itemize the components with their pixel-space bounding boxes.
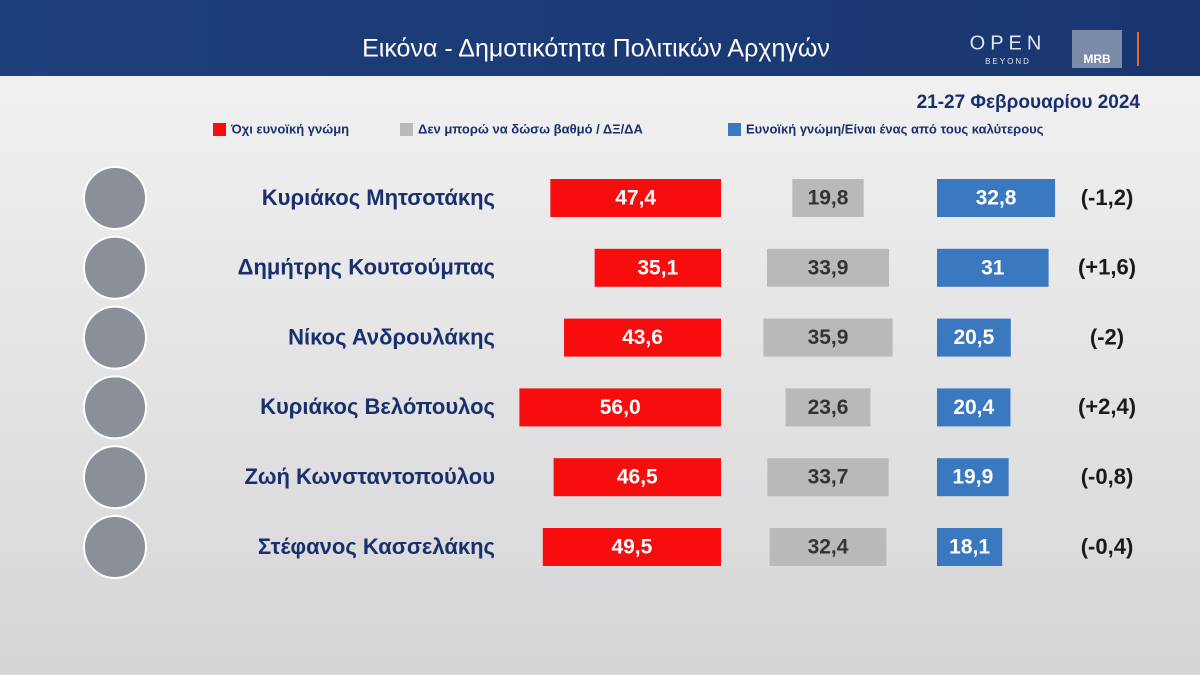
value-label: 46,5 [617,466,658,489]
value-label: 35,9 [808,326,849,349]
value-label: 32,8 [976,187,1017,210]
brand-main: OPEN [970,32,1047,54]
value-label: 20,5 [953,326,994,349]
photo [83,445,147,510]
change-label: (-0,8) [1081,464,1134,489]
bar [763,318,893,357]
change-label: (+2,4) [1078,394,1136,419]
legend-label: Δεν μπορώ να δώσω βαθμό / ΔΞ/ΔΑ [418,121,644,136]
value-label: 23,6 [808,396,849,419]
header [0,0,1200,76]
bar [519,388,721,427]
bar [937,388,1011,427]
value-label: 33,7 [808,466,849,489]
photo [83,375,147,440]
legend-label: Όχι ευνοϊκή γνώμη [230,121,349,136]
bar [553,458,721,497]
bar [766,248,890,287]
photo [83,305,147,370]
legend-swatch [728,123,741,136]
bar [594,248,721,287]
value-label: 32,4 [808,536,849,559]
category-label: Στέφανος Κασσελάκης [258,534,495,559]
value-label: 43,6 [622,326,663,349]
category-label: Δημήτρης Κουτσούμπας [238,255,495,280]
change-label: (-1,2) [1081,185,1134,210]
brand-partner: MRB [1083,52,1111,66]
photo [83,166,147,230]
value-label: 56,0 [600,396,641,419]
bar [937,458,1009,497]
bar [550,179,721,217]
legend-swatch [213,123,226,136]
photo [83,515,147,579]
value-label: 49,5 [611,536,652,559]
bar [542,528,721,566]
bar [937,179,1056,217]
bar [792,179,864,217]
bar [937,248,1049,287]
photo [83,235,147,300]
value-label: 31 [981,256,1005,279]
category-label: Ζωή Κωνσταντοπούλου [244,464,495,489]
legend-swatch [400,123,413,136]
brand-sub: BEYOND [985,57,1031,66]
bar [767,458,889,497]
chart-title: Εικόνα - Δημοτικότητα Πολιτικών Αρχηγών [362,35,830,63]
value-label: 33,9 [808,256,849,279]
bar [937,528,1003,566]
value-label: 47,4 [615,187,656,210]
bar [937,318,1011,357]
chart-subtitle: 21-27 Φεβρουαρίου 2024 [917,92,1141,113]
legend-label: Ευνοϊκή γνώμη/Είναι ένας από τους καλύτε… [746,121,1044,136]
change-label: (-2) [1090,324,1124,349]
category-label: Κυριάκος Βελόπουλος [260,394,495,419]
bar [785,388,871,427]
bar [769,528,887,566]
change-label: (+1,6) [1078,255,1136,280]
bar [564,318,721,357]
value-label: 18,1 [949,536,990,559]
value-label: 35,1 [637,256,678,279]
partner-logo [1072,30,1122,68]
value-label: 20,4 [953,396,994,419]
category-label: Νίκος Ανδρουλάκης [288,324,495,349]
category-label: Κυριάκος Μητσοτάκης [262,185,495,210]
change-label: (-0,4) [1081,534,1134,559]
divider [1137,32,1139,66]
value-label: 19,8 [808,187,849,210]
value-label: 19,9 [952,466,993,489]
